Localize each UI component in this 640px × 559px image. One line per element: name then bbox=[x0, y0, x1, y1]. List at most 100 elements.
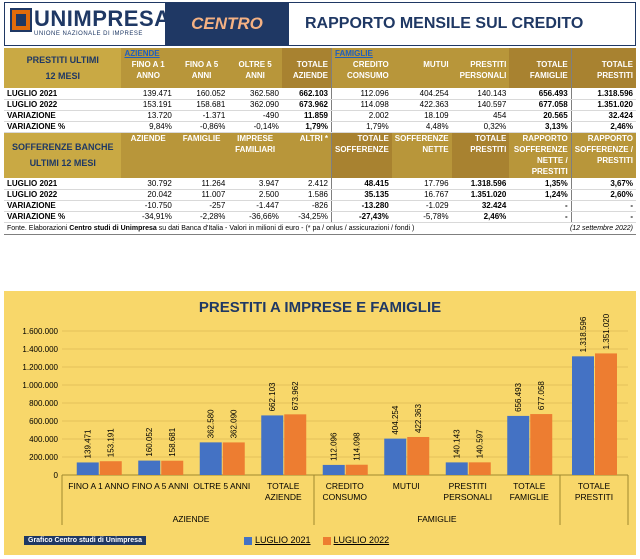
table-cell: 18.109 bbox=[391, 110, 452, 122]
table-cell: 1.586 bbox=[281, 189, 332, 201]
data-label: 140.597 bbox=[476, 429, 485, 458]
sofferenze-col-header-6: TOTALE PRESTITI bbox=[451, 132, 510, 178]
data-label: 153.191 bbox=[107, 428, 116, 457]
logo-mark-icon bbox=[10, 8, 32, 32]
y-tick-label: 0 bbox=[54, 471, 59, 480]
table-cell: 2.412 bbox=[281, 178, 332, 190]
prestiti-col-header-6-line-0: PRESTITI bbox=[470, 60, 507, 69]
data-label: 673.962 bbox=[291, 381, 300, 410]
table-cell: 677.058 bbox=[509, 99, 572, 111]
data-label: 662.103 bbox=[268, 382, 277, 411]
category-label: PRESTITI bbox=[575, 492, 613, 502]
group-famiglie-link[interactable]: FAMIGLIE bbox=[335, 49, 373, 58]
logo-name: UNIMPRESA bbox=[34, 6, 171, 31]
table-cell: - bbox=[509, 211, 572, 223]
sofferenze-col-header-2: IMPRESE FAMILIARI bbox=[228, 132, 282, 178]
table-cell: -34,25% bbox=[281, 211, 332, 223]
table-cell: -0,14% bbox=[228, 121, 282, 133]
table-row: VARIAZIONE 13.720 -1.371 -490 11.859 2.002 18.… bbox=[4, 110, 636, 122]
table-cell: - bbox=[570, 211, 636, 223]
header-spacer bbox=[231, 48, 279, 59]
table-row: LUGLIO 2022 20.042 11.007 2.500 1.586 35.135 1… bbox=[4, 189, 636, 201]
row-label: LUGLIO 2022 bbox=[4, 99, 122, 111]
prestiti-col-header-6: PRESTITI PERSONALI bbox=[451, 48, 510, 88]
table-cell: 158.681 bbox=[174, 99, 229, 111]
sofferenze-col-header-2-line-1: FAMILIARI bbox=[235, 144, 276, 154]
table-cell: 454 bbox=[451, 110, 510, 122]
header-spacer bbox=[575, 48, 633, 59]
data-label: 114.098 bbox=[353, 432, 362, 461]
table-cell: 3,13% bbox=[509, 121, 572, 133]
footnote-row: Fonte. Elaborazioni Centro studi di Unim… bbox=[4, 221, 636, 235]
footnote-bold: Centro studi di Unimpresa bbox=[69, 224, 157, 232]
table-cell: 140.143 bbox=[451, 88, 510, 100]
table-cell: -1.029 bbox=[391, 200, 452, 212]
y-tick-label: 400.000 bbox=[29, 435, 58, 444]
y-tick-label: 600.000 bbox=[29, 417, 58, 426]
table-cell: 2,46% bbox=[451, 211, 510, 223]
bar bbox=[284, 414, 307, 475]
table-cell: 656.493 bbox=[509, 88, 572, 100]
header-spacer bbox=[285, 48, 328, 59]
table-cell: -1.447 bbox=[228, 200, 282, 212]
table-cell: -490 bbox=[228, 110, 282, 122]
sofferenze-col-header-0: AZIENDE bbox=[121, 132, 175, 178]
sofferenze-col-header-8: RAPPORTO SOFFERENZE / PRESTITI bbox=[570, 132, 636, 178]
group-aziende-link[interactable]: AZIENDE bbox=[124, 49, 160, 58]
sofferenze-col-header-7: RAPPORTO SOFFERENZE NETTE / PRESTITI bbox=[509, 132, 572, 178]
bar bbox=[507, 415, 530, 475]
table-cell: 32.424 bbox=[451, 200, 510, 212]
row-label: LUGLIO 2022 bbox=[4, 189, 122, 201]
prestiti-col-header-3-line-0: TOTALE bbox=[296, 60, 328, 69]
legend-swatch-2021 bbox=[244, 536, 252, 545]
table-cell: 1.351.020 bbox=[570, 99, 636, 111]
category-label: CREDITO bbox=[326, 481, 364, 491]
category-label: FINO A 5 ANNI bbox=[132, 481, 189, 491]
prestiti-col-header-8-line-0: TOTALE bbox=[601, 60, 633, 69]
bar bbox=[261, 415, 284, 475]
data-label: 140.143 bbox=[453, 429, 462, 458]
table-row: LUGLIO 2021 30.792 11.264 3.947 2.412 48.415 1… bbox=[4, 178, 636, 190]
bar bbox=[99, 461, 122, 475]
category-label: FINO A 1 ANNO bbox=[68, 481, 129, 491]
data-label: 158.681 bbox=[168, 427, 177, 456]
prestiti-col-header-7: TOTALE FAMIGLIE bbox=[509, 48, 572, 88]
table-cell: 1,24% bbox=[509, 189, 572, 201]
bar bbox=[222, 442, 245, 475]
y-tick-label: 200.000 bbox=[29, 453, 58, 462]
table-cell: 1.318.596 bbox=[451, 178, 510, 190]
header-spacer bbox=[395, 48, 449, 59]
table-cell: 422.363 bbox=[391, 99, 452, 111]
table-cell: 114.098 bbox=[330, 99, 392, 111]
sofferenze-col-header-7-line-1: SOFFERENZE bbox=[513, 144, 568, 154]
bar bbox=[468, 462, 491, 475]
sofferenze-col-header-0-line-0: AZIENDE bbox=[130, 133, 166, 143]
bar bbox=[595, 353, 617, 475]
footnote-date: (12 settembre 2022) bbox=[509, 221, 636, 235]
prestiti-col-header-0-line-1: ANNO bbox=[136, 71, 160, 80]
prestiti-title: PRESTITI ULTIMI 12 MESI bbox=[4, 48, 122, 88]
logo-subtitle: UNIONE NAZIONALE DI IMPRESE bbox=[34, 31, 143, 37]
table-cell: -257 bbox=[174, 200, 229, 212]
category-label: TOTALE bbox=[267, 481, 300, 491]
table-row: VARIAZIONE -10.750 -257 -1.447 -826 -13.280 -1… bbox=[4, 200, 636, 212]
table-row: VARIAZIONE % 9,84% -0,86% -0,14% 1,79% 1,79% 4… bbox=[4, 121, 636, 133]
category-label: FAMIGLIE bbox=[510, 492, 550, 502]
table-cell: 1,79% bbox=[281, 121, 332, 133]
bar bbox=[76, 462, 99, 475]
sofferenze-col-header-3-line-0: ALTRI * bbox=[299, 133, 328, 143]
table-cell: 11.007 bbox=[174, 189, 229, 201]
table-cell: 153.191 bbox=[121, 99, 175, 111]
table-row: LUGLIO 2022 153.191 158.681 362.090 673.962 1… bbox=[4, 99, 636, 111]
prestiti-col-header-2-line-1: ANNI bbox=[245, 71, 265, 80]
sofferenze-col-header-7-line-0: RAPPORTO bbox=[522, 133, 568, 143]
table-cell: -0,86% bbox=[174, 121, 229, 133]
footnote: Fonte. Elaborazioni Centro studi di Unim… bbox=[4, 221, 510, 235]
table-row: LUGLIO 2021 139.471 160.052 362.580 662.103 1… bbox=[4, 88, 636, 100]
prestiti-title-line2: 12 MESI bbox=[45, 71, 80, 81]
row-label: VARIAZIONE % bbox=[4, 121, 122, 133]
header-spacer bbox=[512, 48, 567, 59]
prestiti-col-header-4: FAMIGLIE CREDITO CONSUMO bbox=[330, 48, 392, 88]
bar bbox=[322, 464, 345, 475]
table-cell: -5,78% bbox=[391, 211, 452, 223]
